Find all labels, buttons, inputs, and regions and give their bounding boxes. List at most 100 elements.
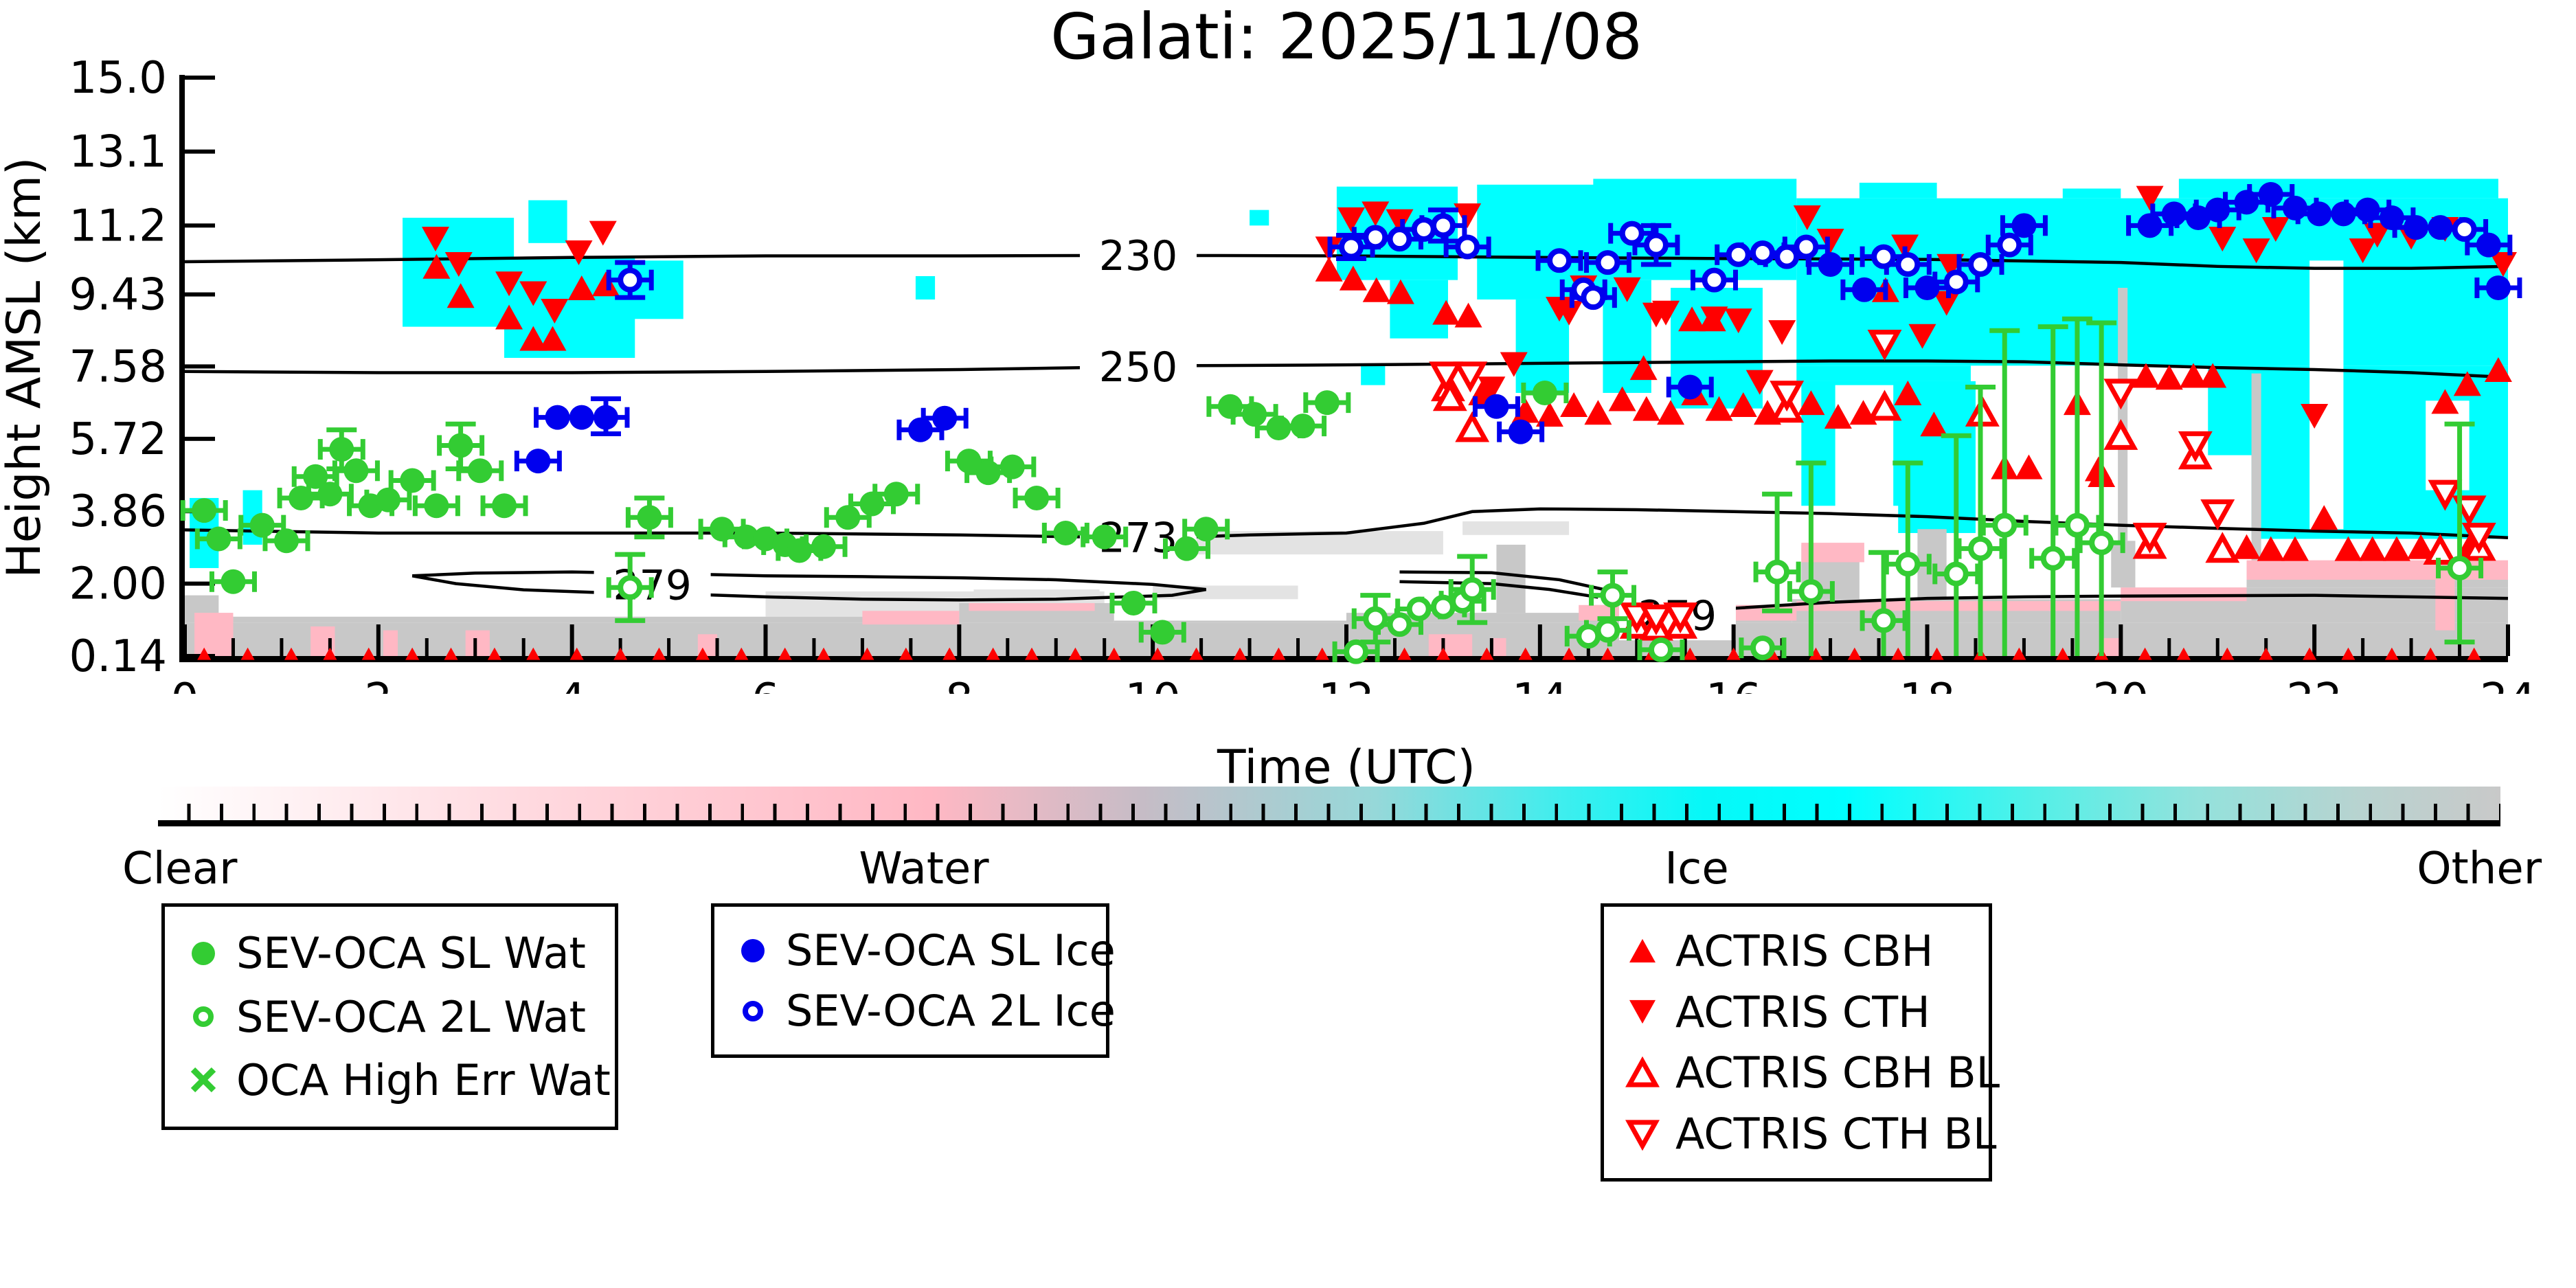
x-minor-tick — [1635, 638, 1639, 656]
marker-actris-cbh — [1678, 306, 1706, 332]
x-axis-label: Time (UTC) — [1217, 741, 1476, 795]
legend-label: ACTRIS CTH BL — [1675, 1109, 1997, 1160]
marker-sev-oca-sl-wat — [1193, 517, 1219, 542]
marker-actris-cbh — [422, 253, 451, 279]
marker-sev-oca-2l-wat — [1406, 596, 1432, 622]
bg-patch-cyan — [1859, 182, 1937, 199]
marker-actris-cbh-surface — [860, 647, 874, 660]
legend-item-oca-high-err-wat: OCA High Err Wat — [185, 1055, 611, 1105]
marker-sev-oca-sl-ice — [2428, 215, 2453, 240]
y-axis-spine — [179, 75, 185, 662]
marker-actris-cbh-surface — [1518, 647, 1533, 660]
legend-marker-glyph — [192, 941, 215, 965]
marker-sev-oca-sl-ice — [2282, 195, 2307, 221]
marker-sev-oca-sl-wat — [811, 534, 837, 559]
x-tick-label: 16 — [1706, 675, 1761, 694]
legend-item-actris-cth-bl: ACTRIS CTH BL — [1625, 1109, 1996, 1159]
marker-actris-cth — [1613, 277, 1641, 302]
marker-actris-cth — [565, 240, 593, 265]
marker-sev-oca-2l-ice — [1643, 232, 1669, 258]
x-minor-tick — [473, 638, 477, 656]
marker-sev-oca-sl-ice — [2137, 213, 2162, 238]
bg-patch-gray — [1114, 620, 1346, 623]
marker-actris-cbh — [2015, 454, 2043, 479]
contour-line-279 — [411, 574, 611, 595]
marker-actris-cth — [1724, 308, 1752, 334]
marker-actris-cbh — [2407, 534, 2435, 559]
x-minor-tick — [1974, 638, 1978, 656]
bg-patch-pink — [1428, 634, 1473, 656]
marker-sev-oca-sl-wat — [710, 517, 735, 542]
marker-sev-oca-2l-wat — [2040, 545, 2066, 571]
bg-patch-gray — [2118, 287, 2128, 541]
marker-sev-oca-2l-ice — [1726, 242, 1751, 267]
marker-actris-cbh-surface — [1232, 647, 1247, 660]
marker-sev-oca-2l-wat — [1765, 559, 1790, 585]
legend-label: OCA High Err Wat — [236, 1054, 611, 1105]
bg-patch-pink — [969, 602, 1095, 611]
marker-sev-oca-sl-ice — [2404, 215, 2429, 240]
x-minor-tick — [2022, 638, 2026, 656]
marker-actris-cth — [1337, 207, 1366, 232]
legend-item-sev-oca-sl-wat: SEV-OCA SL Wat — [185, 928, 594, 978]
marker-sev-oca-2l-ice — [1581, 285, 1606, 310]
circle-open-icon — [743, 1000, 763, 1021]
marker-actris-cbh-surface — [1068, 647, 1083, 660]
marker-actris-cbh-bl — [1455, 411, 1490, 442]
marker-sev-oca-2l-ice — [1943, 269, 1969, 295]
contour-line-279 — [1399, 580, 1598, 599]
y-major-tick — [185, 364, 215, 369]
bg-patch-cyan — [630, 260, 683, 319]
x-minor-tick — [2409, 638, 2413, 656]
marker-actris-cbh-surface — [695, 647, 710, 660]
marker-actris-cbh-surface — [1726, 647, 1741, 660]
marker-sev-oca-sl-wat — [859, 491, 885, 517]
bg-patch-white — [2426, 400, 2470, 490]
marker-actris-cbh-surface — [361, 647, 376, 660]
tri-down-open-icon — [1625, 1120, 1660, 1151]
marker-sev-oca-sl-wat — [1217, 394, 1243, 419]
marker-sev-oca-sl-wat — [303, 464, 328, 489]
marker-sev-oca-sl-ice — [593, 405, 618, 430]
bg-patch-cyan — [528, 200, 567, 243]
marker-sev-oca-2l-wat — [1387, 612, 1412, 637]
x-minor-tick — [909, 638, 913, 656]
marker-actris-cbh-surface — [2220, 647, 2235, 660]
marker-sev-oca-sl-ice — [569, 405, 594, 430]
marker-sev-oca-sl-wat — [400, 468, 425, 493]
marker-sev-oca-sl-ice — [2355, 197, 2380, 223]
marker-actris-cbh-surface — [734, 647, 749, 660]
marker-actris-cbh — [2155, 365, 2183, 390]
marker-sev-oca-sl-wat — [956, 449, 982, 474]
marker-actris-cth-bl — [1663, 602, 1698, 634]
marker-actris-cbh-surface — [240, 647, 255, 660]
marker-actris-cth — [1386, 209, 1414, 234]
marker-actris-cth — [495, 271, 523, 297]
legend-marker-glyph — [1629, 999, 1656, 1024]
marker-actris-cbh — [1698, 306, 1726, 332]
x-tick-label: 24 — [2480, 675, 2535, 694]
x-tick-label: 8 — [945, 675, 973, 694]
marker-sev-oca-sl-wat — [1053, 520, 1078, 545]
marker-sev-oca-sl-wat — [249, 512, 275, 538]
marker-actris-cbh — [2199, 363, 2227, 388]
contour-line-279 — [412, 570, 611, 578]
x-tick-label: 12 — [1318, 675, 1374, 694]
y-tick-label: 5.72 — [69, 414, 168, 465]
marker-actris-cth — [1652, 300, 1680, 326]
marker-actris-cth — [1478, 376, 1506, 402]
legend-item-actris-cbh-bl: ACTRIS CBH BL — [1625, 1048, 2000, 1098]
x-minor-tick — [1296, 638, 1300, 656]
marker-actris-cbh — [1729, 392, 1757, 417]
marker-sev-oca-2l-wat — [1992, 512, 2018, 538]
marker-actris-cbh — [447, 283, 475, 308]
marker-actris-cbh — [1339, 265, 1367, 291]
bg-patch-cyan — [1898, 381, 1981, 533]
bg-patch-pink — [2101, 637, 2121, 656]
marker-sev-oca-2l-wat — [1576, 624, 1601, 649]
marker-sev-oca-sl-wat — [999, 454, 1025, 479]
x-minor-tick — [2458, 638, 2462, 656]
marker-sev-oca-2l-ice — [1997, 232, 2022, 258]
x-minor-tick — [2264, 638, 2268, 656]
y-tick-label: 0.14 — [69, 631, 168, 682]
